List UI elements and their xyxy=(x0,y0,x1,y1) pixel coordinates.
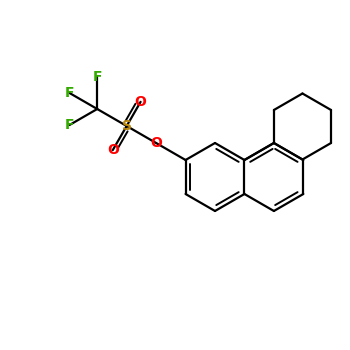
Text: F: F xyxy=(92,70,102,84)
Text: O: O xyxy=(135,95,147,109)
Text: O: O xyxy=(150,136,162,150)
Text: F: F xyxy=(65,86,74,100)
Text: F: F xyxy=(65,118,74,132)
Text: S: S xyxy=(122,119,132,133)
Text: O: O xyxy=(107,143,119,157)
